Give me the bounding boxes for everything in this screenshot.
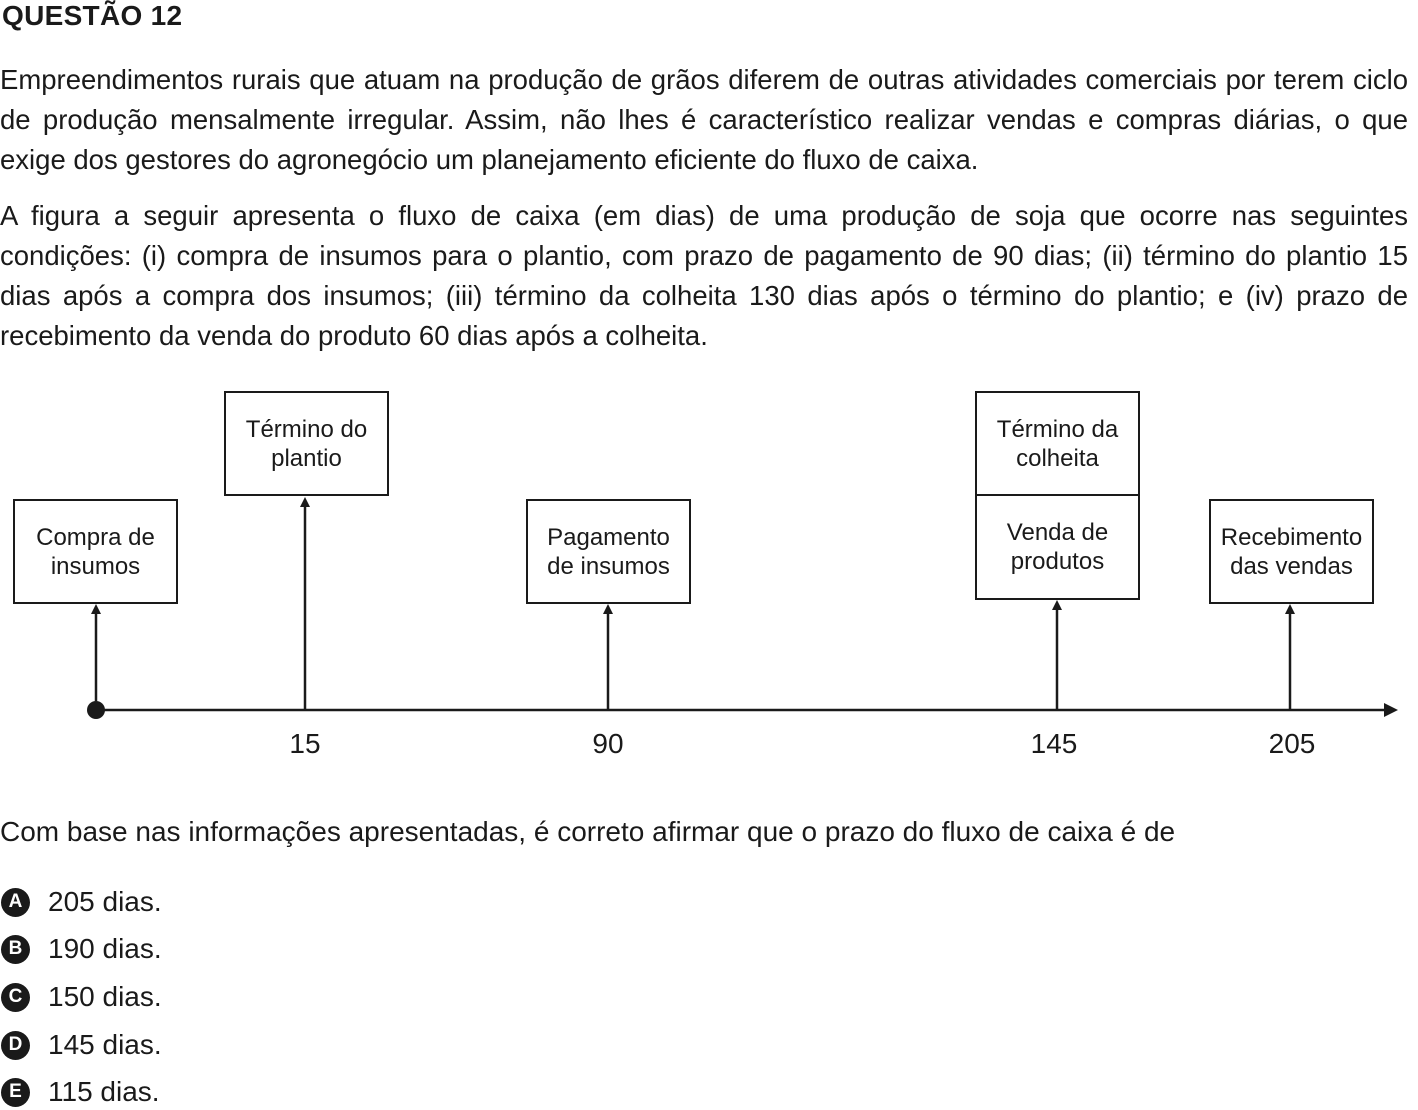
timeline-axis-arrowhead <box>1384 703 1398 717</box>
arrowhead-compra-de-insumos <box>91 604 101 614</box>
tick-label-145: 145 <box>1030 728 1078 759</box>
box-termino-da-colheita: Término da colheita <box>975 391 1140 497</box>
option-e-badge: E <box>1 1077 30 1107</box>
option-c-text: 150 dias. <box>48 981 162 1012</box>
option-c-badge: C <box>1 982 30 1012</box>
label-venda-de-produtos: Venda de produtos <box>1006 519 1109 575</box>
box-compra-de-insumos: Compra de insumos <box>13 499 178 604</box>
arrowhead-venda-de-produtos <box>1052 600 1062 610</box>
option-b-badge: B <box>1 934 30 964</box>
tick-label-205: 205 <box>1268 728 1316 759</box>
tick-label-90: 90 <box>592 728 624 759</box>
box-recebimento-das-vendas: Recebimento das vendas <box>1209 499 1374 604</box>
arrowhead-recebimento-das-vendas <box>1285 604 1295 614</box>
option-a-badge: A <box>1 887 30 917</box>
option-d-badge: D <box>1 1030 30 1060</box>
label-termino-da-colheita: Término da colheita <box>996 416 1119 472</box>
label-recebimento-das-vendas: Recebimento das vendas <box>1220 523 1363 580</box>
paragraph-context: Empreendimentos rurais que atuam na prod… <box>0 64 1408 175</box>
timeline-origin-dot <box>87 701 105 719</box>
option-e[interactable]: E 115 dias. <box>0 1074 160 1110</box>
question-title: QUESTÃO 12 <box>2 0 183 31</box>
box-pagamento-de-insumos: Pagamento de insumos <box>526 499 691 604</box>
option-a[interactable]: A 205 dias. <box>0 884 162 920</box>
label-compra-de-insumos: Compra de insumos <box>36 523 155 580</box>
box-termino-do-plantio: Término do plantio <box>224 391 389 496</box>
option-b-text: 190 dias. <box>48 933 162 964</box>
arrowhead-pagamento-de-insumos <box>603 604 613 614</box>
paragraph-conditions: A figura a seguir apresenta o fluxo de c… <box>0 200 1408 351</box>
box-venda-de-produtos: Venda de produtos <box>975 494 1140 600</box>
option-c[interactable]: C 150 dias. <box>0 979 162 1015</box>
question-prompt: Com base nas informações apresentadas, é… <box>0 816 1176 847</box>
label-pagamento-de-insumos: Pagamento de insumos <box>547 523 670 580</box>
option-e-text: 115 dias. <box>48 1076 160 1107</box>
tick-label-15: 15 <box>289 728 321 759</box>
option-d-text: 145 dias. <box>48 1029 162 1060</box>
option-d[interactable]: D 145 dias. <box>0 1027 162 1063</box>
label-termino-do-plantio: Término do plantio <box>245 415 368 472</box>
arrowhead-termino-do-plantio <box>300 497 310 507</box>
option-b[interactable]: B 190 dias. <box>0 931 162 967</box>
option-a-text: 205 dias. <box>48 886 162 917</box>
cash-flow-timeline <box>87 497 1398 719</box>
